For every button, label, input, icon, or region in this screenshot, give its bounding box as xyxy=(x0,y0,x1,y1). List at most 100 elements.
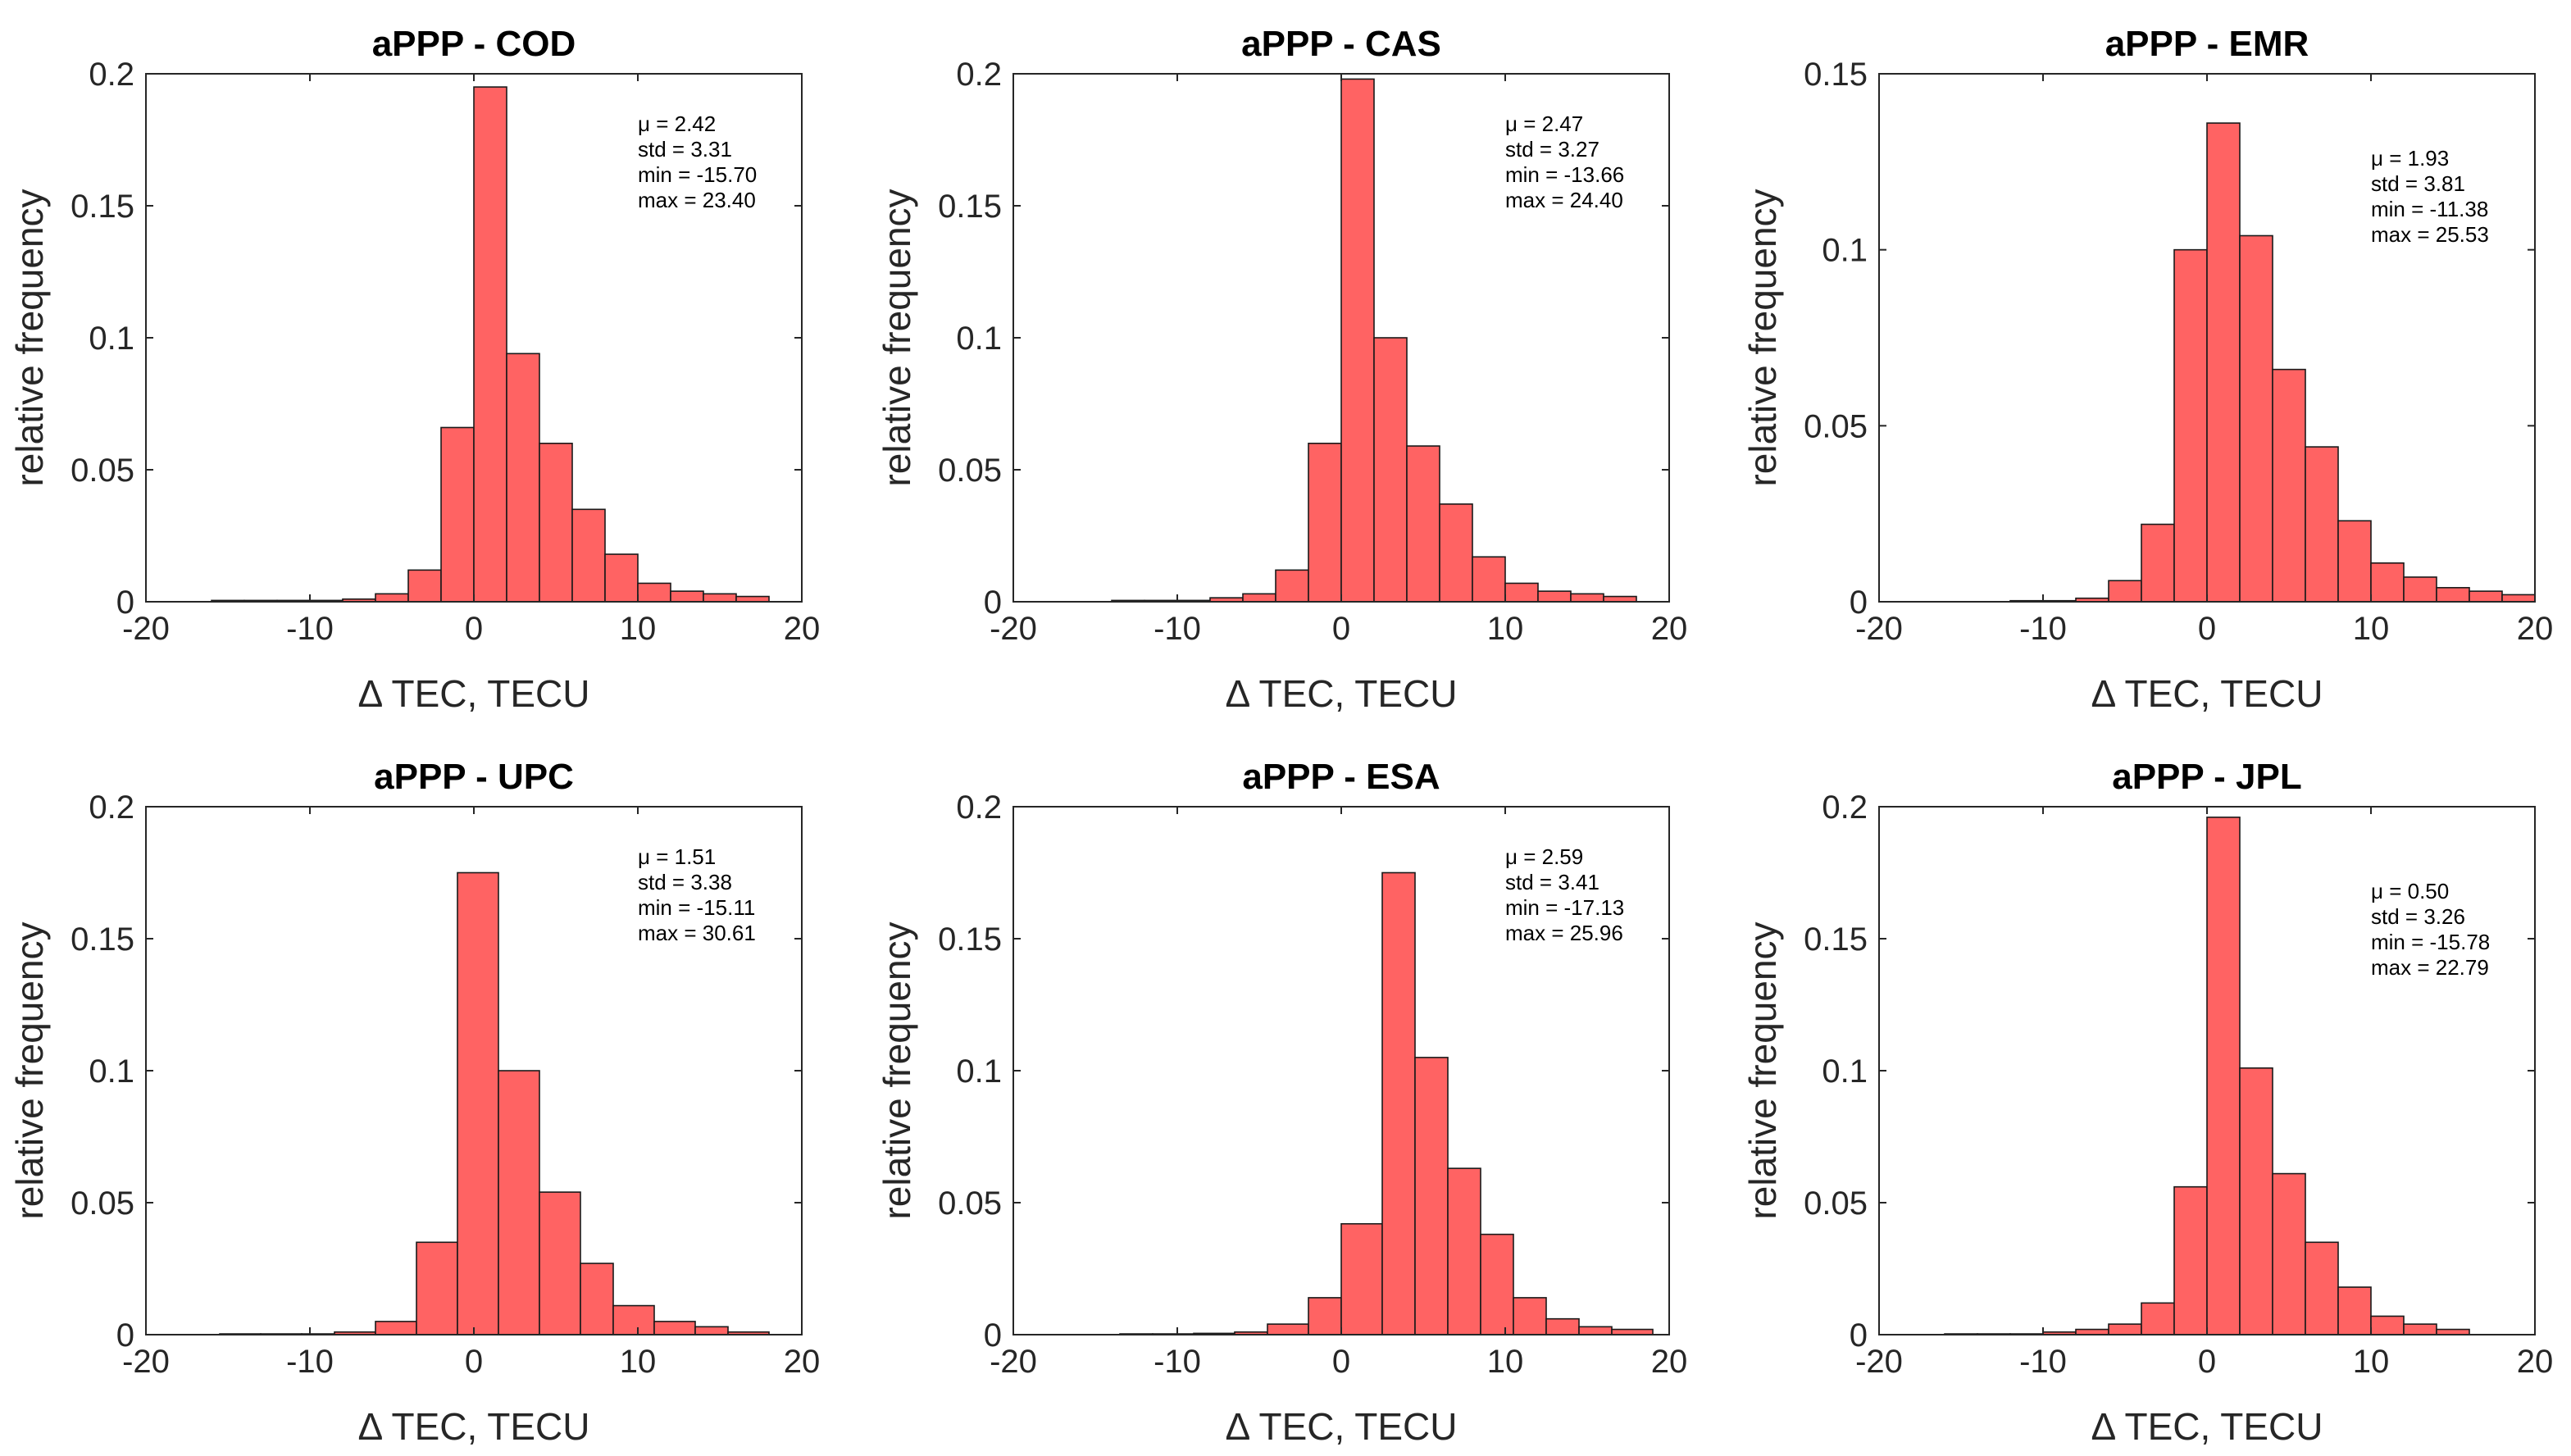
histogram-bar xyxy=(604,553,639,603)
histogram-bar xyxy=(1406,445,1440,603)
histogram-bar xyxy=(2436,587,2470,603)
x-tick-label: 10 xyxy=(1487,611,1524,647)
stat-line: std = 3.81 xyxy=(2371,171,2465,196)
histogram-bar xyxy=(2173,1185,2208,1335)
y-tick-label: 0.2 xyxy=(956,57,1002,93)
y-axis-label: relative frequency xyxy=(1741,921,1784,1219)
x-tick-label: -20 xyxy=(1855,1344,1903,1380)
y-tick-label: 0.05 xyxy=(71,453,134,489)
x-tick-label: -10 xyxy=(2019,1344,2067,1380)
y-tick-label: 0.15 xyxy=(1804,57,1868,93)
histogram-bar xyxy=(1308,1297,1342,1335)
histogram-bar xyxy=(703,593,737,603)
stat-line: min = -13.66 xyxy=(1505,162,1624,187)
histogram-bar xyxy=(2173,248,2208,603)
histogram-bar xyxy=(375,1321,417,1335)
y-tick-label: 0.05 xyxy=(938,453,1002,489)
x-tick-label: -20 xyxy=(990,611,1037,647)
histogram-bar xyxy=(1570,593,1604,603)
y-tick-label: 0.05 xyxy=(938,1185,1002,1222)
y-tick-label: 0 xyxy=(1850,1317,1868,1354)
y-tick-label: 0.2 xyxy=(89,57,134,93)
histogram-bar xyxy=(1439,503,1473,603)
chart-panel-3: -20 -10 0 10 20 0 0.05 0.1 0.15 aPPP - EMR Δ TEC, … xyxy=(1741,24,2553,715)
y-tick-label: 0.1 xyxy=(956,321,1002,357)
y-tick-label: 0.2 xyxy=(89,789,134,826)
stat-line: max = 23.40 xyxy=(638,188,756,212)
x-tick-label: 0 xyxy=(1332,1344,1350,1380)
histogram-bar xyxy=(1373,337,1408,603)
histogram-bar xyxy=(2370,562,2405,603)
y-axis-label: relative frequency xyxy=(1741,189,1784,486)
y-tick-label: 0 xyxy=(116,1317,134,1354)
y-tick-label: 0.15 xyxy=(938,189,1002,225)
x-tick-label: -20 xyxy=(122,1344,170,1380)
histogram-bar xyxy=(2403,1323,2437,1335)
histogram-bar xyxy=(407,569,442,603)
y-tick-label: 0.05 xyxy=(71,1185,134,1222)
histogram-bar xyxy=(1340,1222,1383,1335)
stat-line: μ = 1.51 xyxy=(638,844,716,869)
histogram-bar xyxy=(2337,520,2372,603)
histogram-bar xyxy=(1537,590,1572,603)
stat-line: min = -17.13 xyxy=(1505,895,1624,920)
histogram-bar xyxy=(1513,1297,1547,1335)
stat-line: μ = 2.42 xyxy=(638,111,716,136)
histogram-bar xyxy=(440,426,475,603)
stat-line: std = 3.26 xyxy=(2371,904,2465,929)
x-tick-label: 0 xyxy=(2198,1344,2216,1380)
histogram-bar xyxy=(1578,1326,1613,1335)
histogram-bar xyxy=(1545,1317,1580,1335)
histogram-bar xyxy=(498,1070,540,1335)
stat-line: std = 3.27 xyxy=(1505,137,1599,162)
x-tick-label: -10 xyxy=(2019,611,2067,647)
histogram-bar xyxy=(637,582,671,603)
x-tick-label: 10 xyxy=(2353,611,2390,647)
y-tick-label: 0.05 xyxy=(1804,1185,1868,1222)
stat-line: max = 24.40 xyxy=(1505,188,1623,212)
x-tick-label: 0 xyxy=(465,611,483,647)
x-axis-label: Δ TEC, TECU xyxy=(358,672,590,715)
x-tick-label: 20 xyxy=(2517,1344,2554,1380)
x-axis-label: Δ TEC, TECU xyxy=(2091,1405,2323,1448)
x-tick-label: -20 xyxy=(1855,611,1903,647)
histogram-bar xyxy=(2337,1286,2372,1335)
x-tick-label: -10 xyxy=(286,1344,334,1380)
histogram-bar xyxy=(2206,122,2241,603)
y-tick-label: 0 xyxy=(984,585,1002,621)
x-tick-label: 20 xyxy=(784,1344,821,1380)
histogram-bar xyxy=(2206,817,2241,1335)
chart-panel-6: -20 -10 0 10 20 0 0.05 0.1 0.15 0.2 aPPP - JPL Δ TE… xyxy=(1741,757,2553,1448)
histogram-bar xyxy=(2469,590,2503,603)
y-axis-label: relative frequency xyxy=(8,189,51,486)
y-axis-label: relative frequency xyxy=(876,189,918,486)
histogram-bar xyxy=(580,1263,614,1335)
histogram-bar xyxy=(2370,1315,2405,1335)
y-tick-label: 0 xyxy=(984,1317,1002,1354)
x-tick-label: -10 xyxy=(286,611,334,647)
x-tick-label: 10 xyxy=(2353,1344,2390,1380)
y-tick-label: 0.15 xyxy=(71,189,134,225)
stat-line: max = 22.79 xyxy=(2371,955,2489,980)
chart-title: aPPP - CAS xyxy=(1241,24,1441,64)
x-tick-label: 0 xyxy=(465,1344,483,1380)
chart-title: aPPP - ESA xyxy=(1242,757,1440,797)
histogram-bar xyxy=(1414,1057,1449,1335)
stat-line: μ = 2.59 xyxy=(1505,844,1583,869)
x-tick-label: -20 xyxy=(990,1344,1037,1380)
y-axis-label: relative frequency xyxy=(876,921,918,1219)
y-tick-label: 0.05 xyxy=(1804,408,1868,444)
histogram-bar xyxy=(1472,556,1506,603)
histogram-bar xyxy=(2305,446,2339,603)
histogram-bar xyxy=(670,590,704,603)
stat-line: min = -15.70 xyxy=(638,162,757,187)
histogram-bar xyxy=(694,1326,729,1335)
histogram-bar xyxy=(571,508,606,603)
y-tick-label: 0.1 xyxy=(1822,1053,1868,1090)
histogram-bar xyxy=(473,86,507,603)
y-tick-label: 0.2 xyxy=(956,789,1002,826)
x-axis-label: Δ TEC, TECU xyxy=(1226,1405,1458,1448)
histogram-bar xyxy=(2403,576,2437,603)
histogram-bar xyxy=(2305,1241,2339,1335)
